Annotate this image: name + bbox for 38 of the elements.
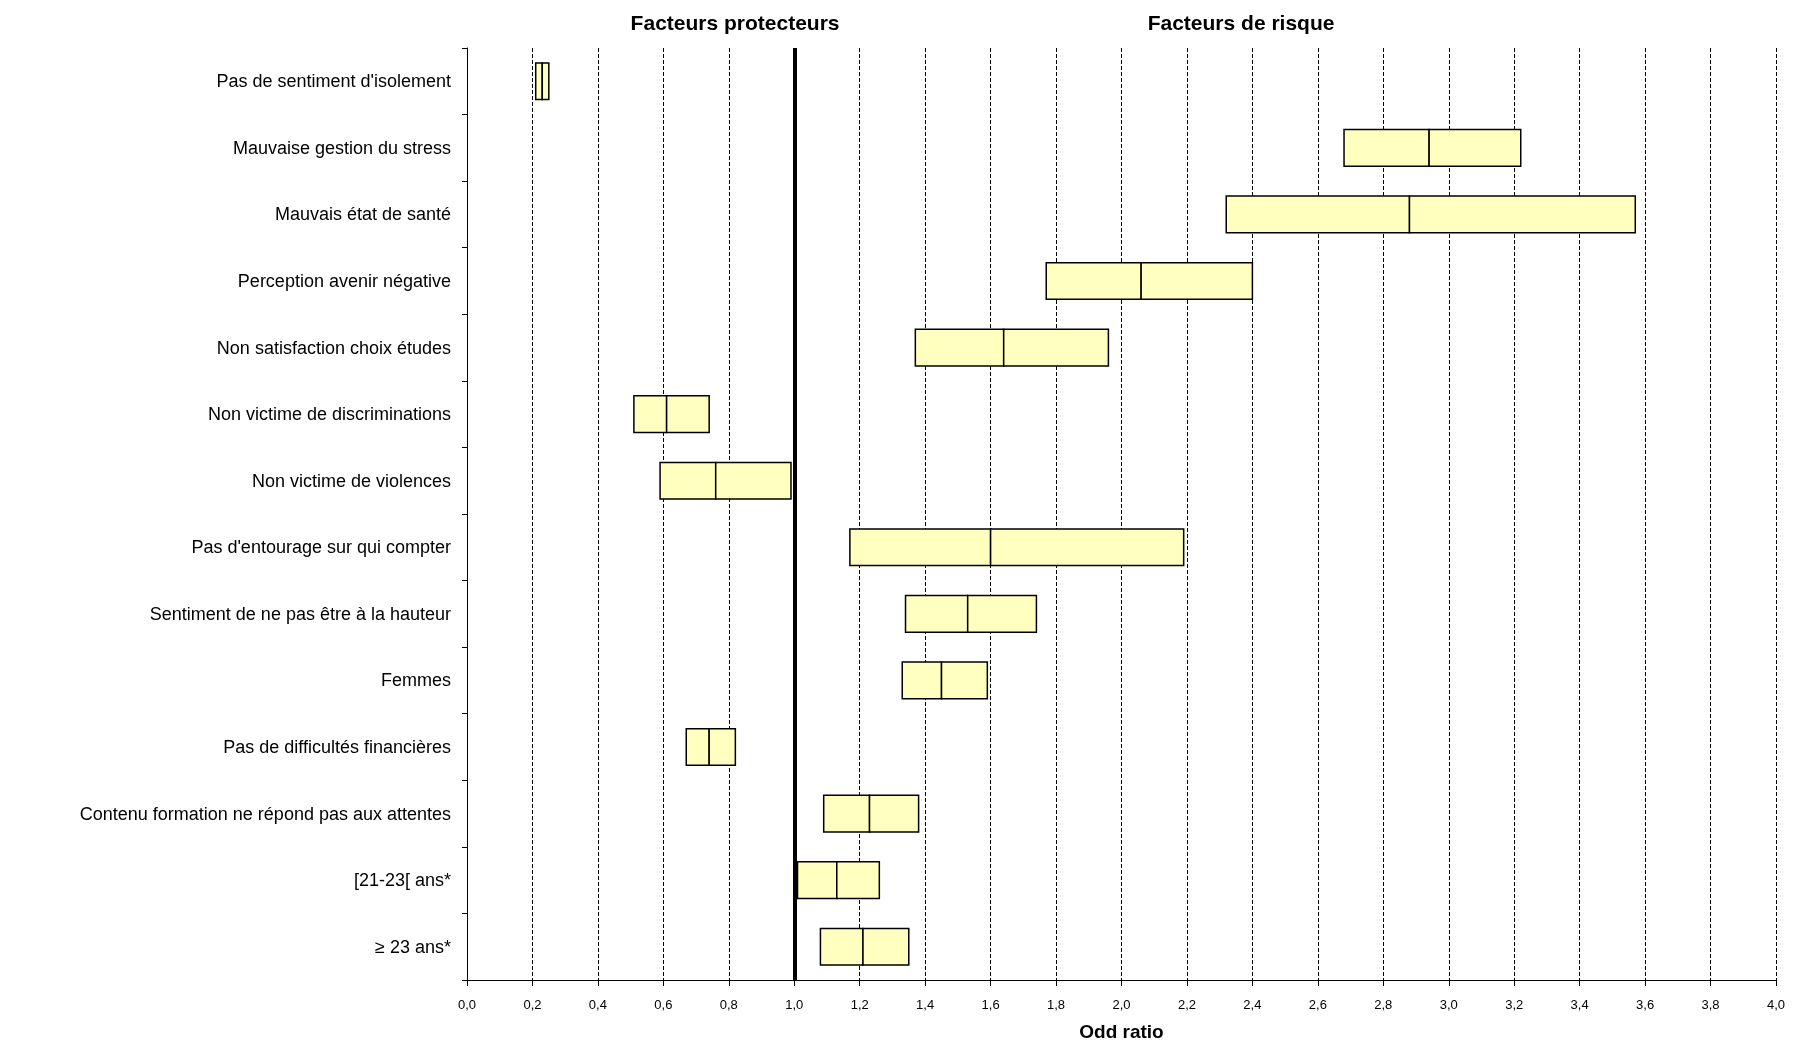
x-tick-label: 0,8 (719, 997, 738, 1012)
text: Facteurs protecteurs (630, 11, 840, 34)
y-tick-label: Pas d'entourage sur qui compter (191, 537, 451, 558)
x-tick-label: 0,0 (457, 997, 477, 1012)
text: Facteurs de risque (1147, 11, 1335, 34)
x-tick-label: 2,0 (1112, 997, 1131, 1012)
y-tick-label: Mauvaise gestion du stress (232, 137, 451, 158)
y-tick-label: Pas de sentiment d'isolement (216, 71, 451, 92)
x-tick-label: 3,8 (1701, 997, 1720, 1012)
x-axis-title: Odd ratio (1079, 1021, 1164, 1042)
y-tick-label: Contenu formation ne répond pas aux attentes (79, 803, 451, 824)
y-tick-label: Non victime de discriminations (207, 404, 451, 425)
y-tick-label: ≥ 23 ans* (375, 936, 451, 957)
x-tick-label: 0,4 (588, 997, 607, 1012)
x-tick-label: 3,0 (1439, 997, 1458, 1012)
x-tick-label: 3,2 (1505, 997, 1524, 1012)
x-tick-label: 0,2 (523, 997, 542, 1012)
x-tick-label: 1,4 (916, 997, 935, 1012)
y-tick-label: Non victime de violences (251, 470, 451, 491)
x-tick-label: 1,2 (850, 997, 869, 1012)
x-tick-label: 1,8 (1047, 997, 1066, 1012)
x-tick-label: 3,6 (1636, 997, 1655, 1012)
y-tick-label: Femmes (380, 670, 451, 691)
x-tick-label: 4,0 (1766, 997, 1786, 1012)
x-tick-label: 2,2 (1177, 997, 1196, 1012)
y-tick-label: Mauvais état de santé (274, 204, 451, 225)
x-tick-label: 2,6 (1308, 997, 1327, 1012)
y-tick-label: Perception avenir négative (237, 271, 451, 291)
x-tick-label: 0,6 (654, 997, 673, 1012)
x-tick-label: 2,4 (1243, 997, 1262, 1012)
x-tick-label: 1,0 (785, 997, 804, 1012)
x-tick-label: 3,4 (1570, 997, 1589, 1012)
y-tick-label: Pas de difficultés financières (223, 737, 451, 757)
y-tick-label: [21-23[ ans* (353, 870, 451, 891)
y-tick-label: Sentiment de ne pas être à la hauteur (149, 603, 451, 624)
x-tick-label: 1,6 (981, 997, 1000, 1012)
x-tick-label: 2,8 (1374, 997, 1393, 1012)
y-tick-label: Non satisfaction choix études (216, 337, 451, 358)
